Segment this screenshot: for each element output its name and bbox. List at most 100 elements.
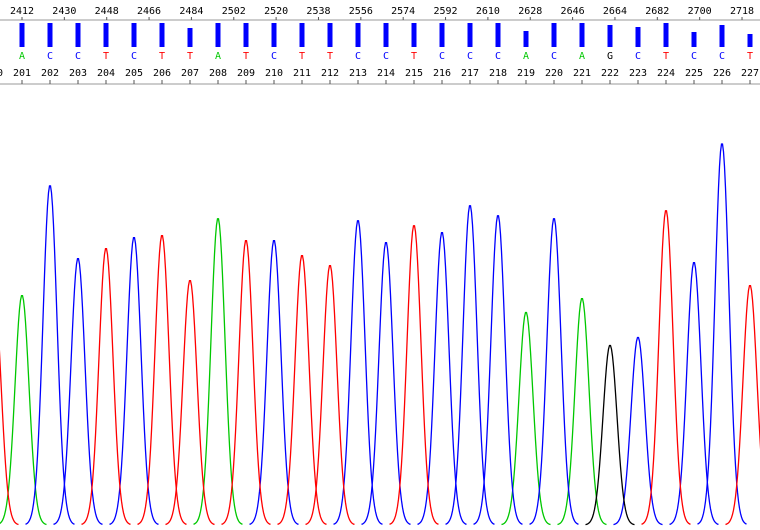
trace-peak <box>641 210 691 525</box>
base-number: 227 <box>741 68 759 79</box>
trace-peak <box>0 349 19 526</box>
base-number: 219 <box>517 68 535 79</box>
base-number: 201 <box>13 68 31 79</box>
trace-peak <box>361 242 411 526</box>
quality-bar <box>159 23 165 47</box>
base-call: A <box>579 51 585 62</box>
trace-peak <box>501 311 551 526</box>
quality-bar <box>327 23 333 47</box>
quality-bar <box>579 23 585 47</box>
trace-peak <box>613 336 663 526</box>
base-call: C <box>495 51 501 62</box>
base-call: C <box>719 51 725 62</box>
trace-peak <box>557 297 607 526</box>
base-call: C <box>271 51 277 62</box>
base-number: 205 <box>125 68 143 79</box>
quality-bar <box>719 25 725 47</box>
quality-bar <box>383 23 389 47</box>
base-call: C <box>467 51 473 62</box>
scan-tick-label: 2520 <box>264 6 288 17</box>
quality-bar <box>663 23 669 47</box>
scan-tick-label: 2484 <box>179 6 203 17</box>
scan-tick-label: 2448 <box>95 6 119 17</box>
quality-bar <box>187 28 193 47</box>
quality-bar <box>103 23 109 47</box>
base-call: T <box>187 51 193 62</box>
trace-peak <box>193 218 243 525</box>
trace-peak <box>305 265 355 526</box>
scan-tick-label: 2412 <box>10 6 34 17</box>
base-call: T <box>747 51 753 62</box>
trace-peak <box>53 258 103 526</box>
base-number: 200 <box>0 68 3 79</box>
quality-bar <box>75 23 81 47</box>
trace-peak <box>333 220 383 525</box>
base-number: 208 <box>209 68 227 79</box>
base-call: A <box>215 51 221 62</box>
base-call: T <box>299 51 305 62</box>
base-number: 204 <box>97 68 115 79</box>
quality-bar <box>271 23 277 47</box>
trace-peak <box>81 248 131 526</box>
trace-peak <box>0 294 47 526</box>
base-number: 213 <box>349 68 367 79</box>
trace-peak <box>389 225 439 525</box>
base-number: 215 <box>405 68 423 79</box>
base-call: A <box>19 51 25 62</box>
base-number: 218 <box>489 68 507 79</box>
trace-peak <box>697 143 747 525</box>
base-number: 211 <box>293 68 311 79</box>
quality-bar <box>243 23 249 47</box>
base-call: C <box>355 51 361 62</box>
quality-bar <box>607 25 613 47</box>
scan-tick-label: 2664 <box>603 6 627 17</box>
quality-bar <box>131 23 137 47</box>
trace-peak <box>585 344 635 526</box>
trace-peak <box>669 262 719 526</box>
trace-peak <box>725 284 760 526</box>
scan-tick-label: 2628 <box>518 6 542 17</box>
base-number: 206 <box>153 68 171 79</box>
quality-bar <box>439 23 445 47</box>
quality-bar <box>47 23 53 47</box>
scan-tick-label: 2682 <box>645 6 669 17</box>
quality-bar <box>299 23 305 47</box>
quality-bar <box>691 32 697 47</box>
base-number: 203 <box>69 68 87 79</box>
base-call: C <box>131 51 137 62</box>
base-call: T <box>663 51 669 62</box>
base-call: C <box>47 51 53 62</box>
scan-tick-label: 2466 <box>137 6 161 17</box>
trace-peak <box>277 255 327 526</box>
base-number: 216 <box>433 68 451 79</box>
trace-peak <box>249 240 299 526</box>
trace-peak <box>529 218 579 525</box>
base-number: 225 <box>685 68 703 79</box>
base-call: G <box>607 51 613 62</box>
scan-tick-label: 2556 <box>349 6 373 17</box>
base-number: 223 <box>629 68 647 79</box>
base-number: 217 <box>461 68 479 79</box>
scan-tick-label: 2430 <box>52 6 76 17</box>
scan-tick-label: 2646 <box>561 6 585 17</box>
quality-bar <box>215 23 221 47</box>
quality-bar <box>551 23 557 47</box>
base-call: C <box>691 51 697 62</box>
scan-tick-label: 2718 <box>730 6 754 17</box>
scan-tick-label: 2592 <box>433 6 457 17</box>
base-call: A <box>523 51 529 62</box>
quality-bar <box>635 27 641 47</box>
scan-tick-label: 2610 <box>476 6 500 17</box>
scan-tick-label: 2700 <box>688 6 712 17</box>
base-number: 214 <box>377 68 395 79</box>
base-call: C <box>635 51 641 62</box>
base-number: 212 <box>321 68 339 79</box>
base-call: C <box>383 51 389 62</box>
base-call: C <box>439 51 445 62</box>
trace-peak <box>165 279 215 526</box>
quality-bar <box>747 34 753 47</box>
scan-tick-label: 2502 <box>222 6 246 17</box>
base-call: T <box>103 51 109 62</box>
